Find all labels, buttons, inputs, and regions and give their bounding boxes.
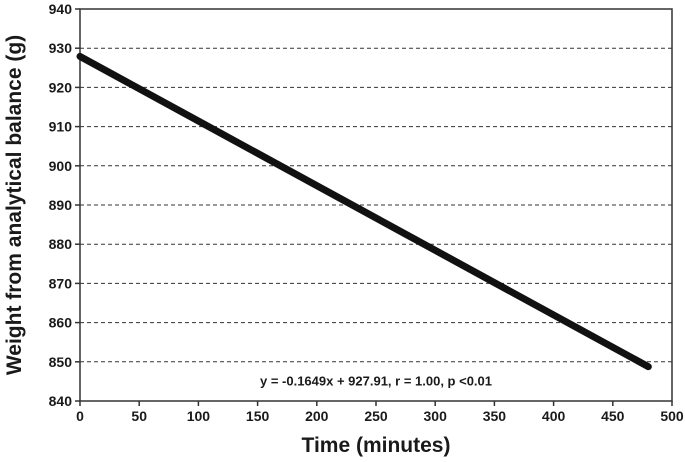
x-tick-label: 0 xyxy=(76,408,84,424)
x-tick-label: 250 xyxy=(364,408,388,424)
y-tick-label: 890 xyxy=(49,197,73,213)
y-tick-label: 870 xyxy=(49,275,73,291)
y-tick-label: 930 xyxy=(49,40,73,56)
grid-lines xyxy=(80,47,672,363)
y-tick-label: 910 xyxy=(49,119,73,135)
x-tick-label: 500 xyxy=(660,408,684,424)
y-tick-label: 860 xyxy=(49,315,73,331)
y-axis-title: Weight from analytical balance (g) xyxy=(3,35,26,375)
y-tick-label: 920 xyxy=(49,79,73,95)
x-axis-title: Time (minutes) xyxy=(302,434,451,457)
x-tick-label: 400 xyxy=(542,408,566,424)
x-tick-label: 200 xyxy=(305,408,329,424)
x-axis-ticks: 0 50 100 150 200 250 300 350 400 450 500 xyxy=(76,401,684,424)
y-tick-label: 900 xyxy=(49,158,73,174)
x-tick-label: 350 xyxy=(483,408,507,424)
annotations: y = -0.1649x + 927.91, r = 1.00, p <0.01 xyxy=(260,373,492,388)
x-tick-label: 50 xyxy=(131,408,147,424)
x-tick-label: 150 xyxy=(246,408,270,424)
x-tick-label: 300 xyxy=(424,408,448,424)
regression-line xyxy=(76,52,652,371)
y-tick-label: 850 xyxy=(49,354,73,370)
x-tick-label: 450 xyxy=(601,408,625,424)
series-group xyxy=(76,52,652,371)
regression-equation: y = -0.1649x + 927.91, r = 1.00, p <0.01 xyxy=(260,373,492,388)
y-tick-label: 940 xyxy=(49,1,73,17)
y-tick-label: 840 xyxy=(49,393,73,409)
y-axis-ticks: 840 850 860 870 880 890 900 910 920 930 940 xyxy=(49,1,80,409)
y-tick-label: 880 xyxy=(49,236,73,252)
x-tick-label: 100 xyxy=(187,408,211,424)
